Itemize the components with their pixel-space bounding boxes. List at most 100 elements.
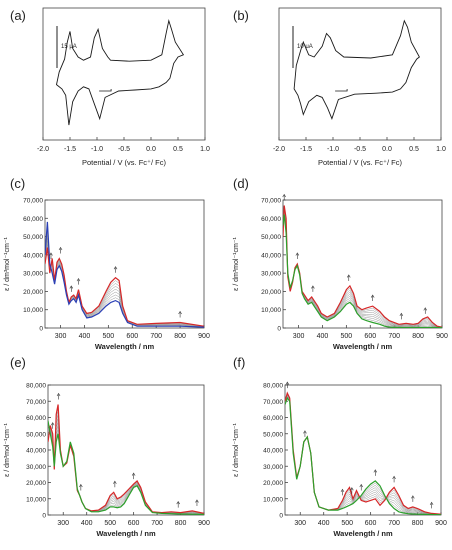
y-tick-label: 0 — [42, 513, 46, 520]
change-arrow-head — [311, 285, 315, 289]
panel-f: (f) 0 10,000 20,000 30,000 40,000 50,000 60,000… — [233, 355, 447, 538]
change-arrow-head — [58, 246, 63, 251]
series-trace-2 — [45, 221, 204, 328]
plot-frame — [278, 7, 442, 141]
change-arrow-head — [303, 430, 307, 434]
change-arrow-head — [346, 274, 351, 278]
y-tick-label: 10,000 — [26, 496, 46, 503]
y-axis-label: ε / dm³mol⁻¹cm⁻¹ — [4, 423, 11, 477]
x-tick-label: 500 — [341, 520, 353, 527]
x-tick-label: 900 — [198, 333, 210, 340]
intermediate-trace — [283, 213, 442, 328]
start-marker — [99, 89, 112, 92]
x-tick-label: 0.0 — [382, 146, 392, 153]
x-tick-label: -2.0 — [37, 146, 49, 153]
x-tick-label: 0.5 — [173, 146, 183, 153]
panel-a: (a) -2.0 -1.5 -1.0 -0.5 0.0 0.5 1.0 Potential / … — [10, 7, 210, 167]
y-tick-label: 40,000 — [26, 448, 46, 455]
x-tick-label: 0.5 — [409, 146, 419, 153]
change-arrow-head — [359, 483, 363, 488]
panel-label: (b) — [233, 8, 249, 23]
plot-frame — [284, 384, 442, 516]
x-tick-label: 600 — [365, 520, 377, 527]
y-tick-label: 60,000 — [261, 216, 281, 223]
panel-b: (b) -2.0 -1.5 -1.0 -0.5 0.0 0.5 1.0 Potential / … — [233, 7, 446, 167]
change-arrow-head — [113, 480, 117, 484]
intermediate-trace — [285, 394, 441, 515]
change-arrow-head — [56, 392, 61, 397]
change-arrow-head — [429, 501, 434, 506]
x-tick-label: 600 — [126, 333, 138, 340]
panel-d: (d) 0 10,000 20,000 30,000 40,000 50,000 60,000… — [233, 176, 448, 351]
scale-bar-label: 15 μA — [61, 44, 77, 50]
x-axis-label: Potential / V (vs. Fc⁺/ Fc) — [82, 158, 166, 167]
x-tick-label: 400 — [79, 333, 91, 340]
change-arrow-head — [69, 285, 74, 289]
plot-frame — [44, 199, 205, 329]
y-tick-label: 50,000 — [26, 431, 46, 438]
y-tick-label: 60,000 — [23, 216, 43, 223]
change-arrow-head — [295, 252, 300, 256]
series-trace-1 — [45, 247, 204, 327]
y-tick-label: 60,000 — [263, 415, 283, 422]
x-axis-label: Wavelength / nm — [96, 529, 156, 538]
change-arrow-head — [50, 422, 55, 426]
x-tick-label: -1.5 — [64, 146, 76, 153]
x-tick-label: 400 — [81, 520, 93, 527]
x-tick-label: 700 — [388, 333, 400, 340]
x-tick-label: 600 — [364, 333, 376, 340]
cv-trace — [293, 19, 420, 120]
x-tick-label: 800 — [175, 520, 187, 527]
x-tick-label: 400 — [317, 333, 329, 340]
y-tick-label: 30,000 — [261, 271, 281, 278]
x-tick-label: 0.0 — [146, 146, 156, 153]
x-tick-label: -0.5 — [118, 146, 130, 153]
intermediate-trace — [48, 415, 204, 514]
y-tick-label: 50,000 — [263, 431, 283, 438]
panel-c: (c) 0 10,000 20,000 30,000 40,000 50,000 60,000… — [4, 176, 210, 351]
start-marker — [335, 89, 348, 92]
x-tick-label: -1.0 — [91, 146, 103, 153]
y-tick-label: 20,000 — [26, 480, 46, 487]
series-trace-2 — [48, 420, 204, 515]
y-tick-label: 30,000 — [26, 464, 46, 471]
panel-label: (e) — [10, 355, 26, 370]
change-arrow-head — [76, 278, 81, 282]
x-tick-label: -1.0 — [327, 146, 339, 153]
y-tick-label: 40,000 — [261, 252, 281, 259]
x-tick-label: 900 — [198, 520, 210, 527]
change-arrow-head — [285, 381, 290, 385]
panel-label: (d) — [233, 176, 249, 191]
x-tick-label: 1.0 — [436, 146, 446, 153]
change-arrow-head — [370, 294, 375, 298]
y-tick-label: 30,000 — [23, 271, 43, 278]
x-tick-label: 500 — [104, 520, 116, 527]
x-tick-label: 400 — [318, 520, 330, 527]
y-tick-label: 20,000 — [261, 289, 281, 296]
x-tick-label: 500 — [103, 333, 115, 340]
change-arrow-head — [178, 310, 182, 315]
series-trace-2 — [283, 214, 442, 328]
y-tick-label: 20,000 — [263, 480, 283, 487]
change-arrow-head — [411, 495, 415, 499]
y-tick-label: 40,000 — [263, 448, 283, 455]
change-arrow-head — [282, 193, 286, 198]
x-tick-label: 700 — [150, 333, 162, 340]
change-arrow-head — [340, 488, 345, 493]
y-tick-label: 0 — [277, 326, 281, 333]
change-arrow-head — [113, 266, 118, 270]
x-tick-label: 600 — [128, 520, 140, 527]
y-tick-label: 50,000 — [23, 234, 43, 241]
y-tick-label: 10,000 — [23, 307, 43, 314]
y-tick-label: 40,000 — [23, 252, 43, 259]
cv-trace — [56, 19, 185, 126]
y-tick-label: 30,000 — [263, 464, 283, 471]
change-arrow-head — [131, 472, 136, 476]
x-tick-label: 700 — [151, 520, 163, 527]
x-axis-label: Wavelength / nm — [95, 342, 155, 351]
x-axis-label: Wavelength / nm — [333, 529, 393, 538]
y-tick-label: 50,000 — [261, 234, 281, 241]
panel-label: (a) — [10, 8, 26, 23]
change-arrow-head — [79, 483, 83, 488]
